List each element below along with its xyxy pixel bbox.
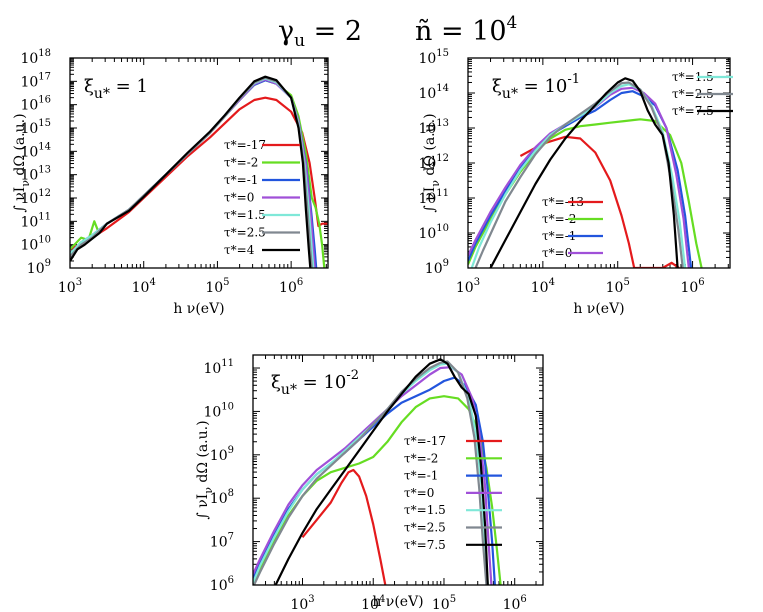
y-tick-label: 1013 bbox=[20, 165, 51, 184]
gamma-subscript: u bbox=[294, 31, 305, 51]
gamma-symbol: γ bbox=[278, 16, 294, 47]
y-tick-label: 1012 bbox=[418, 153, 449, 172]
y-tick-label: 1018 bbox=[20, 48, 51, 67]
legend-label: τ*=-17 bbox=[404, 434, 446, 448]
series-line-3 bbox=[70, 79, 318, 268]
legend-label: τ*=1.5 bbox=[224, 208, 266, 222]
y-tick-label: 1010 bbox=[203, 401, 234, 420]
x-tick-label: 103 bbox=[58, 277, 82, 296]
y-tick-label: 108 bbox=[210, 488, 234, 507]
series-line-4 bbox=[70, 78, 316, 268]
series-line-1 bbox=[301, 468, 387, 585]
legend-label: τ*=-1 bbox=[224, 173, 258, 187]
xi-annotation: ξu* = 10-2 bbox=[271, 368, 359, 398]
legend-label: τ*=2.5 bbox=[672, 87, 714, 101]
legend-label: τ*=-2 bbox=[404, 451, 438, 465]
y-tick-label: 1013 bbox=[418, 118, 449, 137]
legend-label: τ*=0 bbox=[224, 191, 254, 205]
x-tick-label: 105 bbox=[205, 277, 229, 296]
y-tick-label: 1012 bbox=[20, 188, 51, 207]
y-axis-label: ∫ νIν dΩ (a.u.) bbox=[422, 113, 442, 212]
figure-title-n: ñ = 104 bbox=[415, 13, 517, 47]
legend-label: τ*=-1 bbox=[404, 469, 438, 483]
x-tick-label: 103 bbox=[290, 594, 314, 612]
y-tick-label: 1011 bbox=[203, 358, 234, 377]
x-tick-label: 104 bbox=[531, 277, 555, 296]
gamma-value: = 2 bbox=[305, 16, 362, 47]
y-tick-label: 109 bbox=[425, 258, 449, 277]
series-group bbox=[253, 358, 502, 585]
x-tick-label: 104 bbox=[361, 594, 385, 612]
legend-label: τ*=1.5 bbox=[672, 70, 714, 84]
y-axis-label: ∫ νIν dΩ (a.u.) bbox=[195, 420, 215, 519]
series-line-5 bbox=[70, 77, 315, 268]
legend-label: τ*=-2 bbox=[224, 156, 258, 170]
legend-label: τ*=7.5 bbox=[672, 104, 714, 118]
x-axis-label: h ν(eV) bbox=[173, 301, 224, 317]
x-axis-label: h ν(eV) bbox=[573, 301, 624, 317]
legend-label: τ*=2.5 bbox=[404, 521, 446, 535]
legend-label: τ*=0 bbox=[404, 486, 434, 500]
series-line-6 bbox=[474, 81, 684, 268]
y-axis-label: ∫ νIν dΩ (a.u.) bbox=[12, 113, 32, 212]
plot-frame bbox=[69, 57, 329, 269]
series-line-6 bbox=[70, 76, 313, 268]
legend-label: τ*=2.5 bbox=[224, 226, 266, 240]
legend-label: τ*=-13 bbox=[542, 195, 584, 209]
xi-annotation: ξu* = 1 bbox=[84, 76, 148, 102]
y-tick-label: 1017 bbox=[20, 71, 51, 90]
chart-panel-1: 103 104 105 106 109 1010 1011 1012 1013 1014 1015 1… bbox=[12, 48, 329, 317]
x-tick-label: 105 bbox=[606, 277, 630, 296]
series-line-6 bbox=[253, 360, 488, 585]
legend-label: τ*=-2 bbox=[542, 212, 576, 226]
y-tick-label: 1010 bbox=[20, 235, 51, 254]
series-line-1 bbox=[519, 135, 680, 268]
series-group bbox=[70, 75, 328, 268]
plot-frame bbox=[467, 57, 731, 269]
n-exponent: 4 bbox=[507, 13, 518, 33]
x-tick-label: 106 bbox=[680, 277, 704, 296]
series-line-4 bbox=[253, 366, 493, 585]
n-symbol: ñ bbox=[415, 16, 432, 47]
y-tick-label: 107 bbox=[210, 532, 234, 551]
legend-label: τ*=0 bbox=[542, 246, 572, 260]
y-tick-label: 1011 bbox=[20, 211, 51, 230]
series-line-7 bbox=[489, 77, 679, 268]
y-tick-label: 109 bbox=[210, 445, 234, 464]
chart-panel-3: 103 104 105 106 106 107 108 109 1010 1011 ξu* = 10… bbox=[195, 354, 544, 612]
y-tick-label: 1014 bbox=[418, 83, 449, 102]
y-tick-label: 1011 bbox=[418, 188, 449, 207]
legend-label: τ*=4 bbox=[224, 243, 255, 257]
y-tick-label: 1010 bbox=[418, 223, 449, 242]
x-tick-label: 105 bbox=[432, 594, 456, 612]
x-tick-label: 104 bbox=[132, 277, 156, 296]
legend-label: τ*=7.5 bbox=[404, 538, 446, 552]
y-tick-label: 1015 bbox=[20, 118, 51, 137]
y-tick-label: 1015 bbox=[418, 48, 449, 67]
y-tick-label: 106 bbox=[210, 575, 234, 594]
series-line-3 bbox=[253, 376, 496, 585]
legend-label: τ*=1.5 bbox=[404, 503, 446, 517]
series-line-1 bbox=[70, 96, 328, 251]
x-tick-label: 103 bbox=[456, 277, 480, 296]
legend-label: τ*=-17 bbox=[224, 138, 266, 152]
figure-title-gamma: γu = 2 bbox=[278, 16, 362, 51]
x-tick-label: 106 bbox=[503, 594, 527, 612]
n-value: = 10 bbox=[432, 16, 506, 47]
series-line-7 bbox=[70, 75, 312, 268]
x-tick-label: 106 bbox=[279, 277, 303, 296]
plot-frame bbox=[252, 354, 544, 586]
xi-annotation: ξu* = 10-1 bbox=[492, 72, 580, 102]
series-group bbox=[468, 77, 703, 268]
y-tick-label: 1016 bbox=[20, 95, 51, 114]
y-tick-label: 1014 bbox=[20, 141, 51, 160]
legend-label: τ*=-1 bbox=[542, 229, 576, 243]
series-line-7 bbox=[274, 358, 489, 585]
chart-panel-2: 103 104 105 106 109 1010 1011 1012 1013 1014 1015 ξ… bbox=[418, 48, 733, 317]
y-tick-label: 109 bbox=[27, 258, 51, 277]
x-axis-label: h ν(eV) bbox=[372, 594, 423, 610]
